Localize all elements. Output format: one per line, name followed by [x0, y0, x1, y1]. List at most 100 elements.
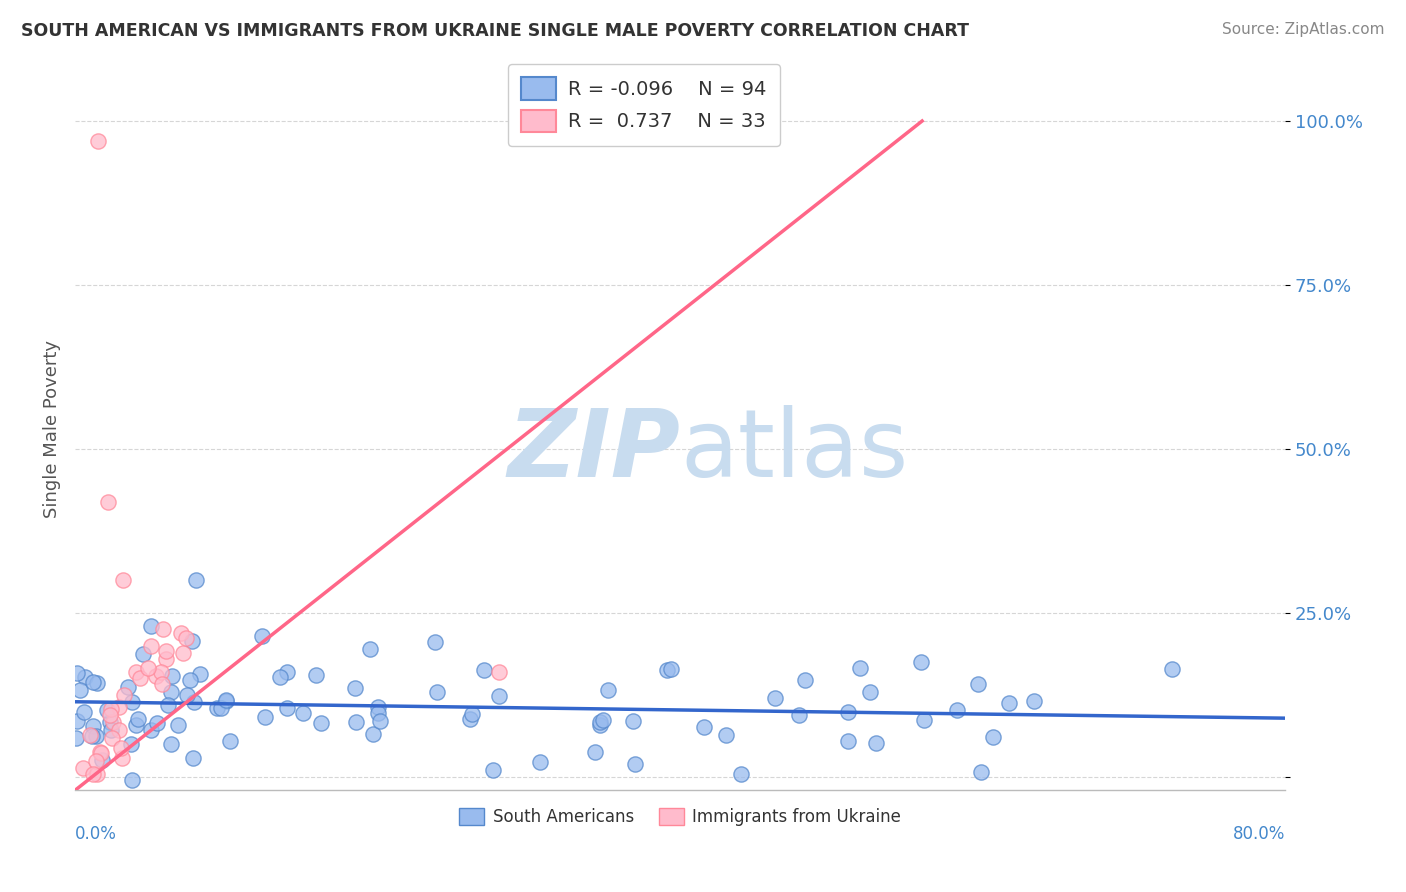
Point — [180, 633, 202, 648]
Point — [101, 731, 124, 746]
Point — [1022, 694, 1045, 708]
Point — [693, 720, 716, 734]
Point — [100, 702, 122, 716]
Point — [160, 685, 183, 699]
Point — [160, 669, 183, 683]
Point — [138, 661, 160, 675]
Point — [98, 708, 121, 723]
Point — [146, 716, 169, 731]
Point — [730, 767, 752, 781]
Point — [155, 652, 177, 666]
Point — [89, 745, 111, 759]
Text: ZIP: ZIP — [508, 405, 681, 497]
Point — [172, 646, 194, 660]
Point — [912, 713, 935, 727]
Point — [72, 761, 94, 775]
Point — [120, 737, 142, 751]
Legend: South Americans, Immigrants from Ukraine: South Americans, Immigrants from Ukraine — [453, 801, 908, 832]
Point — [132, 647, 155, 661]
Point — [997, 696, 1019, 710]
Point — [111, 751, 134, 765]
Point — [655, 663, 678, 677]
Point — [121, 695, 143, 709]
Point — [145, 669, 167, 683]
Point — [659, 663, 682, 677]
Point — [184, 574, 207, 588]
Point — [66, 665, 89, 680]
Point — [309, 715, 332, 730]
Point — [763, 690, 786, 705]
Point — [787, 708, 810, 723]
Point — [276, 701, 298, 715]
Point — [174, 631, 197, 645]
Point — [970, 764, 993, 779]
Point — [127, 712, 149, 726]
Text: Source: ZipAtlas.com: Source: ZipAtlas.com — [1222, 22, 1385, 37]
Point — [589, 717, 612, 731]
Point — [458, 712, 481, 726]
Point — [73, 705, 96, 719]
Point — [583, 745, 606, 759]
Point — [305, 668, 328, 682]
Point — [66, 714, 89, 728]
Point — [139, 639, 162, 653]
Point — [108, 723, 131, 737]
Point — [110, 741, 132, 756]
Point — [621, 714, 644, 729]
Point — [344, 715, 367, 730]
Point — [214, 694, 236, 708]
Point — [176, 688, 198, 702]
Point — [276, 665, 298, 679]
Point — [188, 666, 211, 681]
Point — [910, 656, 932, 670]
Point — [160, 737, 183, 751]
Point — [981, 730, 1004, 744]
Text: 0.0%: 0.0% — [75, 825, 117, 843]
Point — [367, 706, 389, 720]
Point — [82, 719, 104, 733]
Point — [157, 698, 180, 713]
Point — [1160, 662, 1182, 676]
Point — [79, 728, 101, 742]
Point — [112, 574, 135, 588]
Point — [367, 700, 389, 714]
Point — [793, 673, 815, 688]
Point — [361, 727, 384, 741]
Text: 80.0%: 80.0% — [1233, 825, 1285, 843]
Point — [155, 644, 177, 658]
Point — [837, 733, 859, 747]
Point — [423, 635, 446, 649]
Point — [183, 695, 205, 709]
Point — [344, 681, 367, 695]
Point — [100, 723, 122, 737]
Point — [117, 680, 139, 694]
Point — [97, 494, 120, 508]
Point — [472, 664, 495, 678]
Point — [946, 703, 969, 717]
Point — [96, 703, 118, 717]
Point — [460, 706, 482, 721]
Point — [150, 677, 173, 691]
Point — [84, 729, 107, 743]
Point — [269, 670, 291, 684]
Point — [209, 701, 232, 715]
Point — [82, 675, 104, 690]
Point — [91, 752, 114, 766]
Point — [250, 629, 273, 643]
Point — [90, 746, 112, 760]
Point — [623, 756, 645, 771]
Point — [291, 706, 314, 720]
Point — [488, 689, 510, 703]
Y-axis label: Single Male Poverty: Single Male Poverty — [44, 341, 60, 518]
Point — [86, 134, 108, 148]
Point — [488, 665, 510, 680]
Point — [103, 715, 125, 730]
Point — [108, 700, 131, 714]
Point — [98, 714, 121, 729]
Point — [837, 705, 859, 719]
Point — [139, 723, 162, 737]
Point — [86, 676, 108, 690]
Point — [82, 767, 104, 781]
Point — [368, 714, 391, 728]
Text: atlas: atlas — [681, 405, 908, 497]
